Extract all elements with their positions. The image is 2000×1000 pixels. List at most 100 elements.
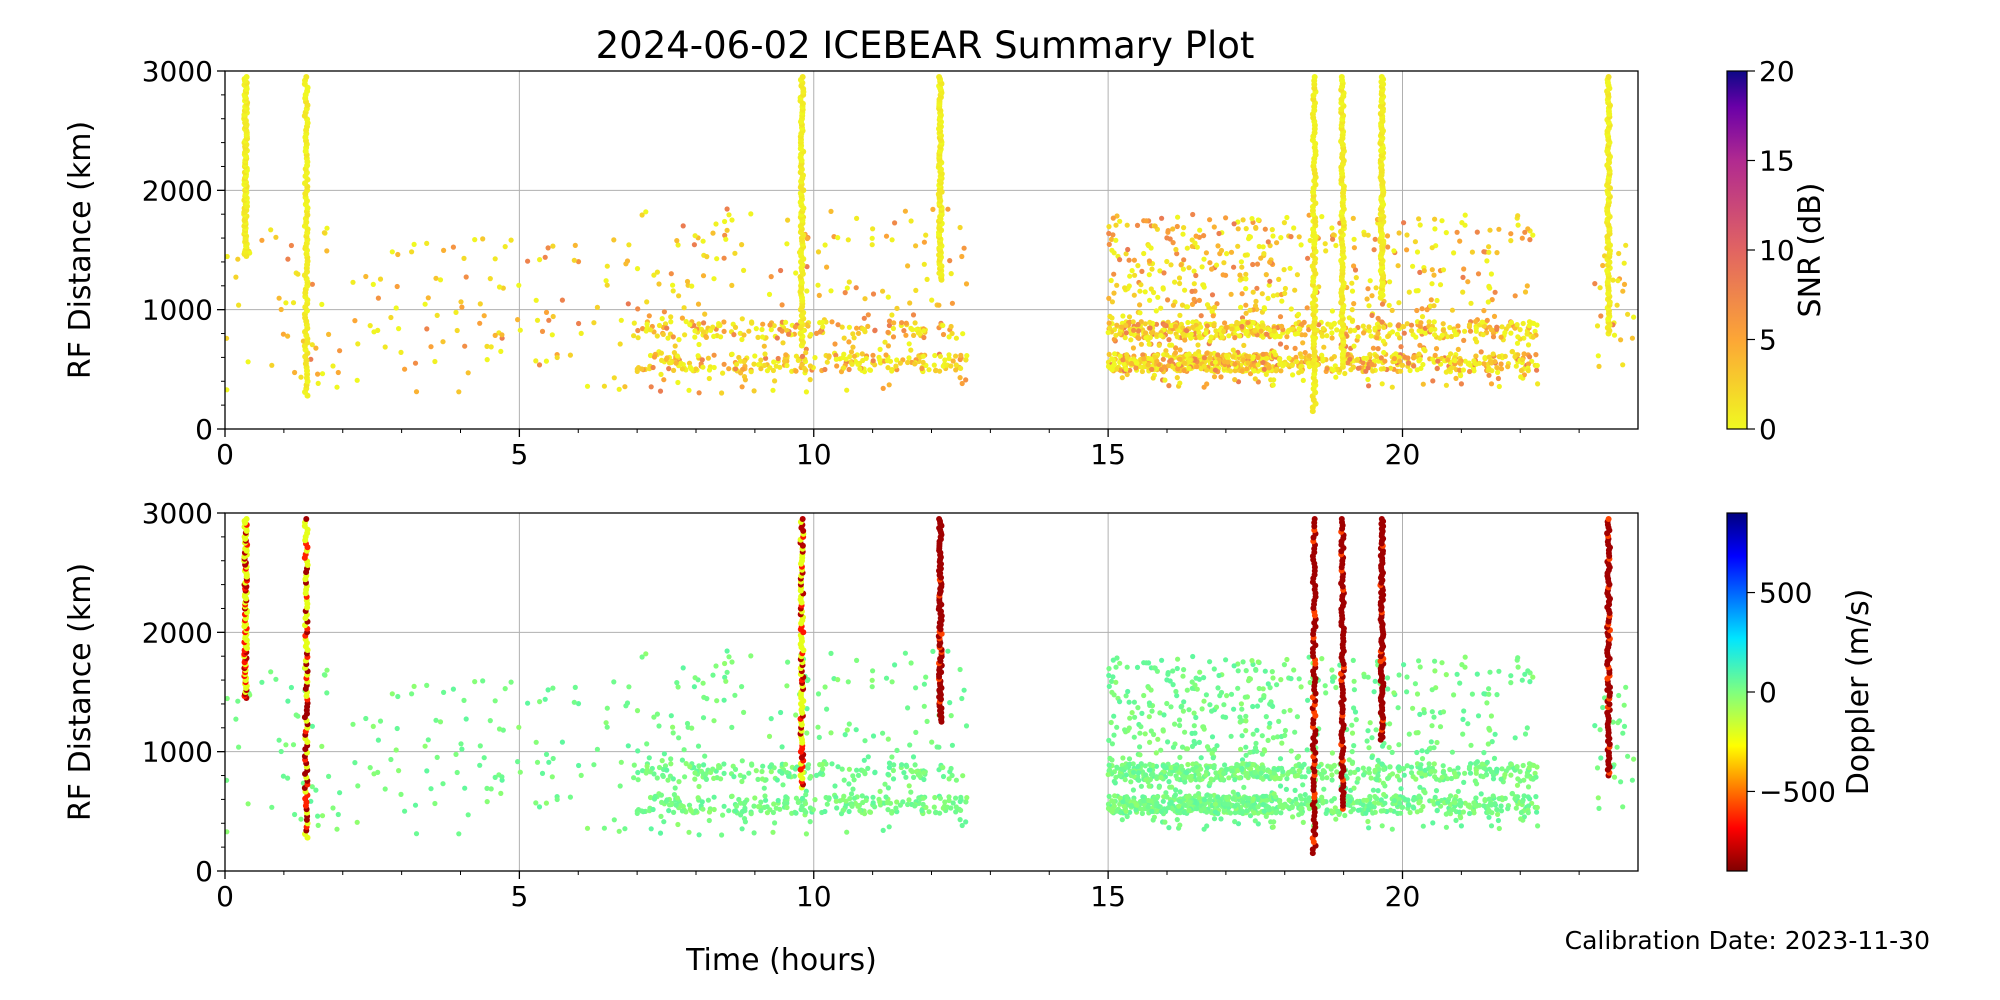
data-point (1180, 708, 1186, 714)
data-point (1620, 288, 1626, 294)
data-point (1182, 337, 1188, 343)
data-point (1372, 236, 1378, 242)
data-point (693, 366, 699, 372)
data-point (1384, 233, 1391, 239)
data-point (1161, 712, 1167, 718)
data-point (1366, 303, 1372, 309)
data-point (742, 377, 749, 383)
data-point (1535, 381, 1541, 387)
data-point (1230, 347, 1236, 353)
data-point (1113, 679, 1119, 685)
data-point (1350, 364, 1356, 370)
data-point (840, 797, 846, 803)
data-point (492, 698, 498, 704)
data-point (1508, 238, 1514, 244)
data-point (1158, 305, 1164, 311)
data-point (1203, 772, 1209, 778)
data-point (1508, 330, 1514, 336)
data-point (779, 744, 785, 750)
data-point (1153, 321, 1160, 327)
data-point (1207, 797, 1213, 803)
data-point (741, 359, 747, 365)
data-point (1236, 333, 1243, 339)
data-point (661, 751, 668, 757)
data-point (1374, 335, 1380, 341)
data-point (1527, 237, 1533, 243)
data-point (428, 344, 434, 350)
data-point (1322, 241, 1328, 247)
data-point (679, 366, 686, 372)
data-point (679, 757, 686, 763)
data-point (1398, 368, 1404, 374)
data-point (671, 350, 678, 356)
data-point (1184, 746, 1191, 752)
data-point (576, 762, 582, 769)
data-point (890, 776, 897, 782)
data-point (684, 278, 691, 285)
data-point (567, 352, 574, 358)
data-point (695, 353, 701, 359)
data-point (861, 326, 867, 332)
data-point (647, 352, 654, 359)
data-point (1243, 226, 1249, 232)
data-point (1330, 232, 1337, 238)
data-point (1260, 244, 1266, 250)
data-point (905, 263, 911, 269)
data-point (963, 799, 969, 805)
data-point (1287, 707, 1293, 713)
data-point (542, 696, 548, 702)
data-point (1223, 794, 1229, 801)
data-point (1508, 680, 1514, 686)
data-point (1330, 367, 1336, 373)
data-point (733, 803, 740, 809)
data-point (824, 801, 830, 807)
data-point (1105, 329, 1111, 336)
data-point (462, 343, 468, 349)
data-point (1456, 359, 1462, 366)
data-point (1129, 710, 1135, 716)
data-point (1184, 352, 1190, 358)
data-point (1106, 793, 1112, 800)
data-point (1388, 365, 1394, 371)
data-point (804, 264, 810, 270)
data-point (1124, 371, 1130, 378)
data-point (850, 786, 856, 792)
data-point (1112, 793, 1118, 799)
data-point (1165, 670, 1171, 676)
data-point (1440, 327, 1446, 333)
data-point (1494, 326, 1500, 332)
data-point (861, 811, 868, 817)
data-point (309, 342, 315, 348)
data-point (412, 360, 419, 366)
data-point (905, 801, 911, 808)
data-point (1106, 737, 1112, 744)
data-point (1126, 283, 1132, 289)
data-point (822, 684, 828, 690)
data-point (739, 758, 745, 764)
data-point (1522, 731, 1529, 737)
data-point (1173, 688, 1179, 695)
data-point (671, 792, 678, 798)
data-point (854, 325, 860, 331)
data-point (1223, 352, 1229, 359)
data-point (1271, 819, 1277, 825)
data-point (1114, 322, 1120, 328)
data-point (909, 769, 915, 775)
data-point (1252, 327, 1258, 333)
data-point (899, 762, 905, 768)
data-point (1448, 333, 1455, 340)
data-point (783, 319, 789, 325)
data-point (1218, 247, 1225, 254)
data-point (691, 242, 698, 248)
data-point (1282, 361, 1288, 367)
data-point (870, 794, 876, 800)
data-point (1134, 664, 1141, 671)
data-point (706, 367, 713, 373)
data-point (1448, 351, 1454, 357)
data-point (225, 335, 230, 341)
data-point (1465, 279, 1471, 285)
data-point (1239, 765, 1245, 772)
data-point (772, 820, 778, 826)
data-point (890, 767, 897, 774)
data-point (937, 368, 943, 374)
